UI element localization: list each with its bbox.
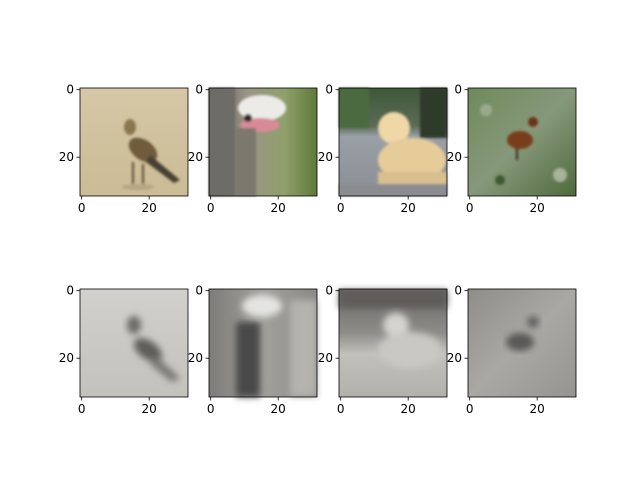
axes-frame-3	[338, 87, 448, 197]
axes-frame-1	[79, 87, 189, 197]
x-tick-label: 20	[530, 402, 545, 416]
axes-frame-6	[208, 288, 318, 398]
x-tick-label: 0	[207, 402, 215, 416]
x-tick-label: 0	[207, 201, 215, 215]
x-tick-label: 20	[142, 402, 157, 416]
y-tick-label: 0	[325, 284, 333, 298]
bird-recon-shape	[127, 316, 180, 382]
x-tick-label: 20	[401, 402, 416, 416]
axes-frame-5	[79, 288, 189, 398]
y-tick-label: 20	[447, 150, 462, 164]
y-tick-label: 20	[59, 351, 74, 365]
y-tick-label: 0	[66, 83, 74, 97]
ostrich-recon-shape	[236, 295, 317, 397]
y-tick-label: 20	[318, 351, 333, 365]
subplot-5	[80, 289, 188, 397]
subplot-8	[468, 289, 576, 397]
axes-frame-7	[338, 288, 448, 398]
x-tick-label: 20	[142, 201, 157, 215]
y-tick-label: 20	[318, 150, 333, 164]
x-tick-label: 0	[78, 402, 86, 416]
y-tick-label: 20	[59, 150, 74, 164]
x-tick-label: 20	[530, 201, 545, 215]
ostrich-head	[209, 88, 286, 196]
x-tick-label: 20	[271, 201, 286, 215]
bird-silhouette	[122, 119, 180, 190]
dog-recon-shape	[339, 290, 447, 368]
y-tick-label: 0	[325, 83, 333, 97]
subplot-2	[209, 88, 317, 196]
dog-shape	[339, 88, 447, 196]
axes-frame-8	[467, 288, 577, 398]
x-tick-label: 20	[401, 201, 416, 215]
y-tick-label: 20	[447, 351, 462, 365]
axes-layer: 0 20 0 20 0 20 0 20 0 20 0 20 0 20 0 20 0 20 0 20 0 20 0 20 0 20 0…	[59, 83, 577, 416]
y-tick-label: 0	[454, 83, 462, 97]
y-tick-label: 0	[454, 284, 462, 298]
x-tick-label: 20	[271, 402, 286, 416]
y-tick-label: 0	[195, 284, 203, 298]
y-tick-label: 20	[188, 150, 203, 164]
axes-frame-2	[208, 87, 318, 197]
x-tick-label: 0	[78, 201, 86, 215]
y-tick-label: 20	[188, 351, 203, 365]
y-tick-label: 0	[195, 83, 203, 97]
x-tick-label: 0	[337, 402, 345, 416]
y-tick-label: 0	[66, 284, 74, 298]
subplot-6	[209, 289, 317, 397]
x-tick-label: 0	[466, 201, 474, 215]
grass-bird-recon-shape	[506, 316, 539, 351]
x-tick-label: 0	[337, 201, 345, 215]
x-tick-label: 0	[466, 402, 474, 416]
axes-frame-4	[467, 87, 577, 197]
subplot-4	[468, 88, 576, 196]
subplot-7	[339, 289, 447, 397]
grass-bird-shape	[480, 104, 567, 185]
subplot-1	[80, 88, 188, 196]
subplot-3	[339, 88, 447, 196]
